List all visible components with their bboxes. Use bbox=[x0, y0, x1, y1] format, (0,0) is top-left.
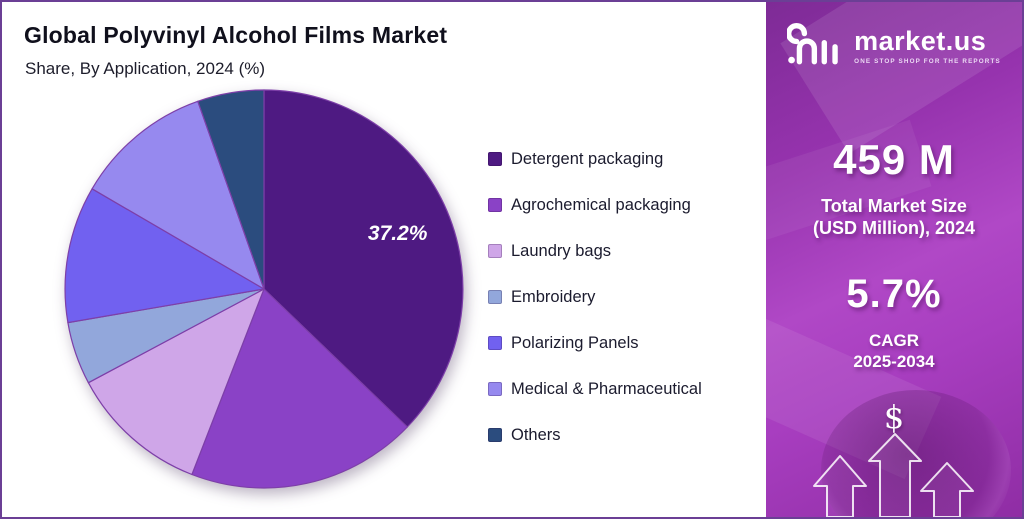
brand-name: market.us bbox=[854, 25, 987, 56]
chart-subtitle: Share, By Application, 2024 (%) bbox=[25, 59, 266, 78]
pie-slice-6 bbox=[91, 100, 265, 290]
dollar-icon: $ bbox=[883, 398, 905, 436]
legend-swatch-icon bbox=[488, 244, 502, 258]
legend-item: Agrochemical packaging bbox=[488, 195, 702, 215]
brand-sidebar: market.us ONE STOP SHOP FOR THE REPORTS … bbox=[766, 2, 1022, 517]
legend-label: Embroidery bbox=[511, 287, 596, 306]
legend-swatch-icon bbox=[488, 152, 502, 166]
cagr-label-line1: CAGR bbox=[868, 331, 920, 350]
legend-label: Others bbox=[511, 425, 561, 444]
market-size-label-line2: (USD Million), 2024 bbox=[812, 217, 976, 238]
cagr-label-line2: 2025-2034 bbox=[853, 351, 935, 371]
brand-tagline: ONE STOP SHOP FOR THE REPORTS bbox=[854, 57, 1001, 65]
market-us-logo-icon bbox=[787, 23, 838, 65]
legend-item: Polarizing Panels bbox=[488, 333, 702, 353]
chart-legend: Detergent packaging Agrochemical packagin… bbox=[488, 149, 702, 471]
legend-label: Agrochemical packaging bbox=[511, 195, 691, 214]
legend-item: Laundry bags bbox=[488, 241, 702, 261]
market-size-value: 459 M bbox=[833, 136, 955, 183]
pie-slice-1 bbox=[263, 89, 464, 428]
legend-swatch-icon bbox=[488, 198, 502, 212]
chart-area: Global Polyvinyl Alcohol Films Market Sh… bbox=[2, 2, 768, 517]
market-size-label: Total Market Size (USD Million), 2024 bbox=[766, 196, 1022, 240]
pie-slice-label: 37.2% bbox=[368, 222, 428, 245]
growth-arrows-icon bbox=[813, 433, 974, 517]
pie-chart: 37.2% bbox=[64, 89, 464, 489]
legend-label: Polarizing Panels bbox=[511, 333, 639, 352]
legend-swatch-icon bbox=[488, 382, 502, 396]
legend-swatch-icon bbox=[488, 290, 502, 304]
cagr-value: 5.7% bbox=[846, 272, 942, 316]
legend-label: Laundry bags bbox=[511, 241, 611, 260]
legend-item: Others bbox=[488, 425, 702, 445]
chart-title: Global Polyvinyl Alcohol Films Market bbox=[24, 22, 448, 48]
pie-slice-5 bbox=[64, 188, 265, 324]
legend-swatch-icon bbox=[488, 428, 502, 442]
cagr-label: CAGR 2025-2034 bbox=[766, 331, 1022, 372]
legend-item: Detergent packaging bbox=[488, 149, 702, 169]
pie-slice-3 bbox=[87, 288, 265, 476]
legend-item: Medical & Pharmaceutical bbox=[488, 379, 702, 399]
market-size-label-line1: Total Market Size bbox=[821, 196, 967, 216]
pie-slice-2 bbox=[191, 288, 408, 489]
pie-slice-7 bbox=[197, 89, 265, 290]
legend-swatch-icon bbox=[488, 336, 502, 350]
brand-logo: market.us ONE STOP SHOP FOR THE REPORTS bbox=[766, 22, 1022, 70]
legend-label: Detergent packaging bbox=[511, 149, 664, 168]
legend-item: Embroidery bbox=[488, 287, 702, 307]
legend-label: Medical & Pharmaceutical bbox=[511, 379, 702, 398]
brand-text-block: market.us ONE STOP SHOP FOR THE REPORTS bbox=[854, 25, 1001, 65]
